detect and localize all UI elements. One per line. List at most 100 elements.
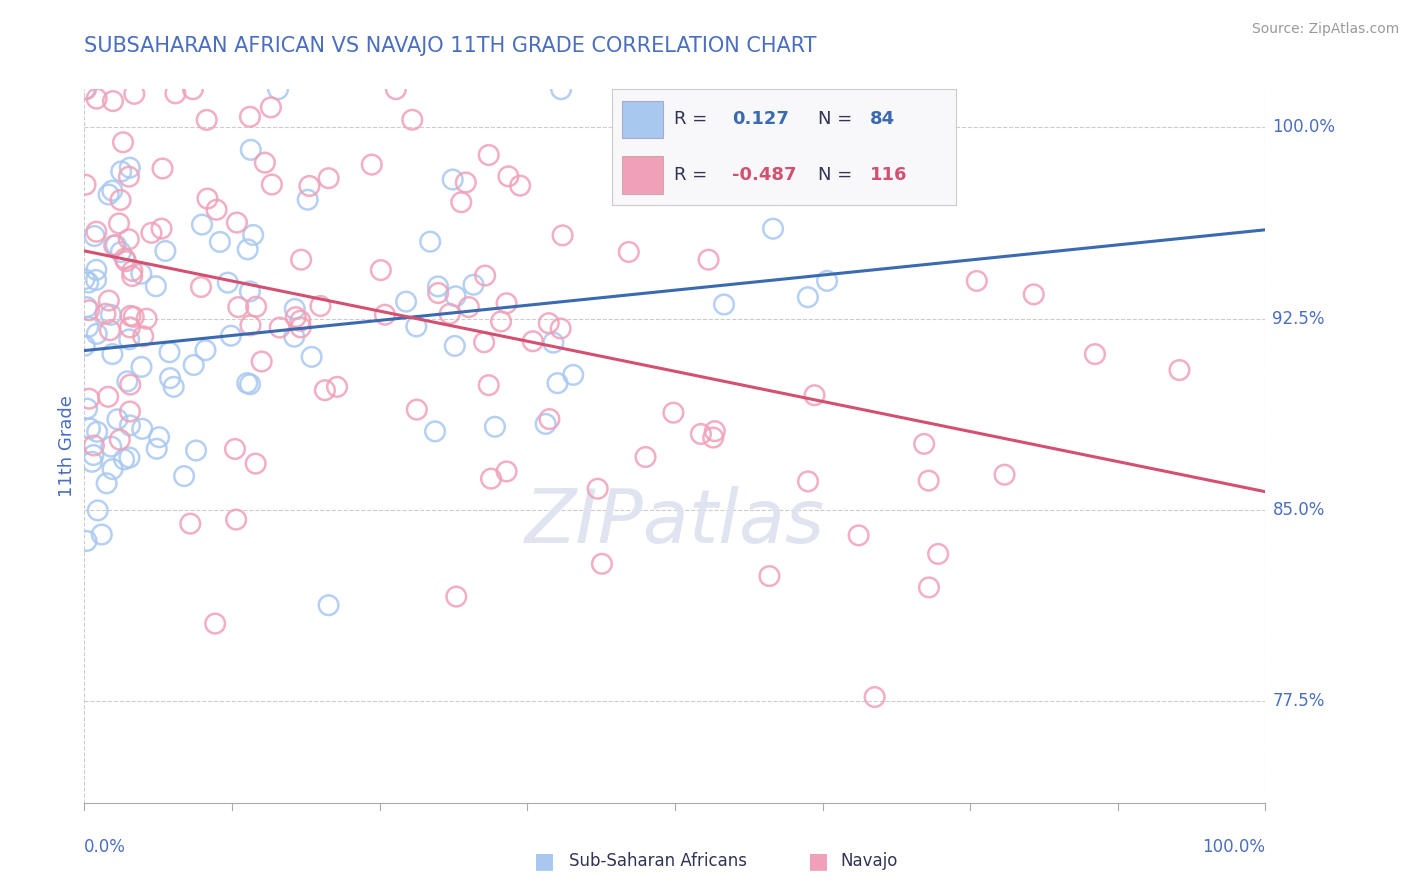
Point [239,377,262,392]
Point [77,392,100,406]
Text: Navajo: Navajo [841,852,898,870]
Text: 100.0%: 100.0% [1202,838,1265,856]
Point [591,557,613,571]
Point [152,161,174,176]
Point [669,158,692,172]
Point [762,221,785,235]
Point [94,307,117,321]
Point [108,216,131,230]
Text: 0.0%: 0.0% [84,838,127,856]
Point [267,82,290,96]
Text: 116: 116 [870,166,907,184]
Point [86,425,108,439]
Point [918,474,941,488]
Point [697,252,720,267]
Point [427,285,450,300]
Point [76,300,98,314]
Point [586,482,609,496]
Point [114,252,136,266]
Point [141,226,163,240]
Point [245,300,267,314]
Point [110,193,132,207]
Point [84,263,107,277]
Text: Sub-Saharan Africans: Sub-Saharan Africans [569,852,748,870]
Point [803,388,825,402]
Point [848,528,870,542]
Point [250,354,273,368]
Point [236,243,259,257]
Point [283,329,305,343]
Point [401,112,423,127]
Text: SUBSAHARAN AFRICAN VS NAVAJO 11TH GRADE CORRELATION CHART: SUBSAHARAN AFRICAN VS NAVAJO 11TH GRADE … [84,36,817,55]
Point [131,359,153,374]
Point [551,228,574,243]
Point [118,232,141,246]
Point [75,178,97,192]
Point [534,417,557,431]
Point [662,406,685,420]
Point [797,475,820,489]
Point [98,323,121,337]
Point [225,512,247,526]
Point [86,326,108,341]
Point [73,272,96,286]
Point [148,430,170,444]
Point [73,339,96,353]
Point [191,218,214,232]
Point [118,450,141,465]
Point [145,442,167,456]
Point [163,380,186,394]
Point [121,268,143,283]
Point [1168,363,1191,377]
Point [290,252,312,267]
Point [297,193,319,207]
Point [702,431,724,445]
Point [101,347,124,361]
Point [290,314,312,328]
Point [122,310,145,324]
Point [82,448,104,462]
Point [370,263,392,277]
Point [97,187,120,202]
Point [217,276,239,290]
Point [284,301,307,316]
Point [690,427,713,442]
Point [159,345,181,359]
Text: N =: N = [818,166,852,184]
Point [236,376,259,390]
Point [118,161,141,175]
Point [184,443,207,458]
Point [309,299,332,313]
Point [97,293,120,308]
Point [479,472,502,486]
Point [419,235,441,249]
Point [112,452,135,467]
Text: ■: ■ [534,851,555,871]
Point [489,314,512,328]
Point [76,533,98,548]
Point [110,164,132,178]
Point [927,547,949,561]
Point [239,285,262,299]
Point [190,280,212,294]
Point [181,82,204,96]
Point [439,307,461,321]
Point [993,467,1015,482]
Point [478,378,501,392]
Point [239,143,262,157]
Point [75,82,97,96]
Point [423,425,446,439]
Point [427,279,450,293]
Point [76,401,98,416]
Point [405,319,427,334]
Point [472,335,495,350]
Text: 84: 84 [870,111,896,128]
Point [966,274,988,288]
Point [617,244,640,259]
Point [131,267,153,281]
Point [120,377,142,392]
Point [912,437,935,451]
Bar [621,101,664,138]
Point [80,455,103,469]
Point [225,216,247,230]
